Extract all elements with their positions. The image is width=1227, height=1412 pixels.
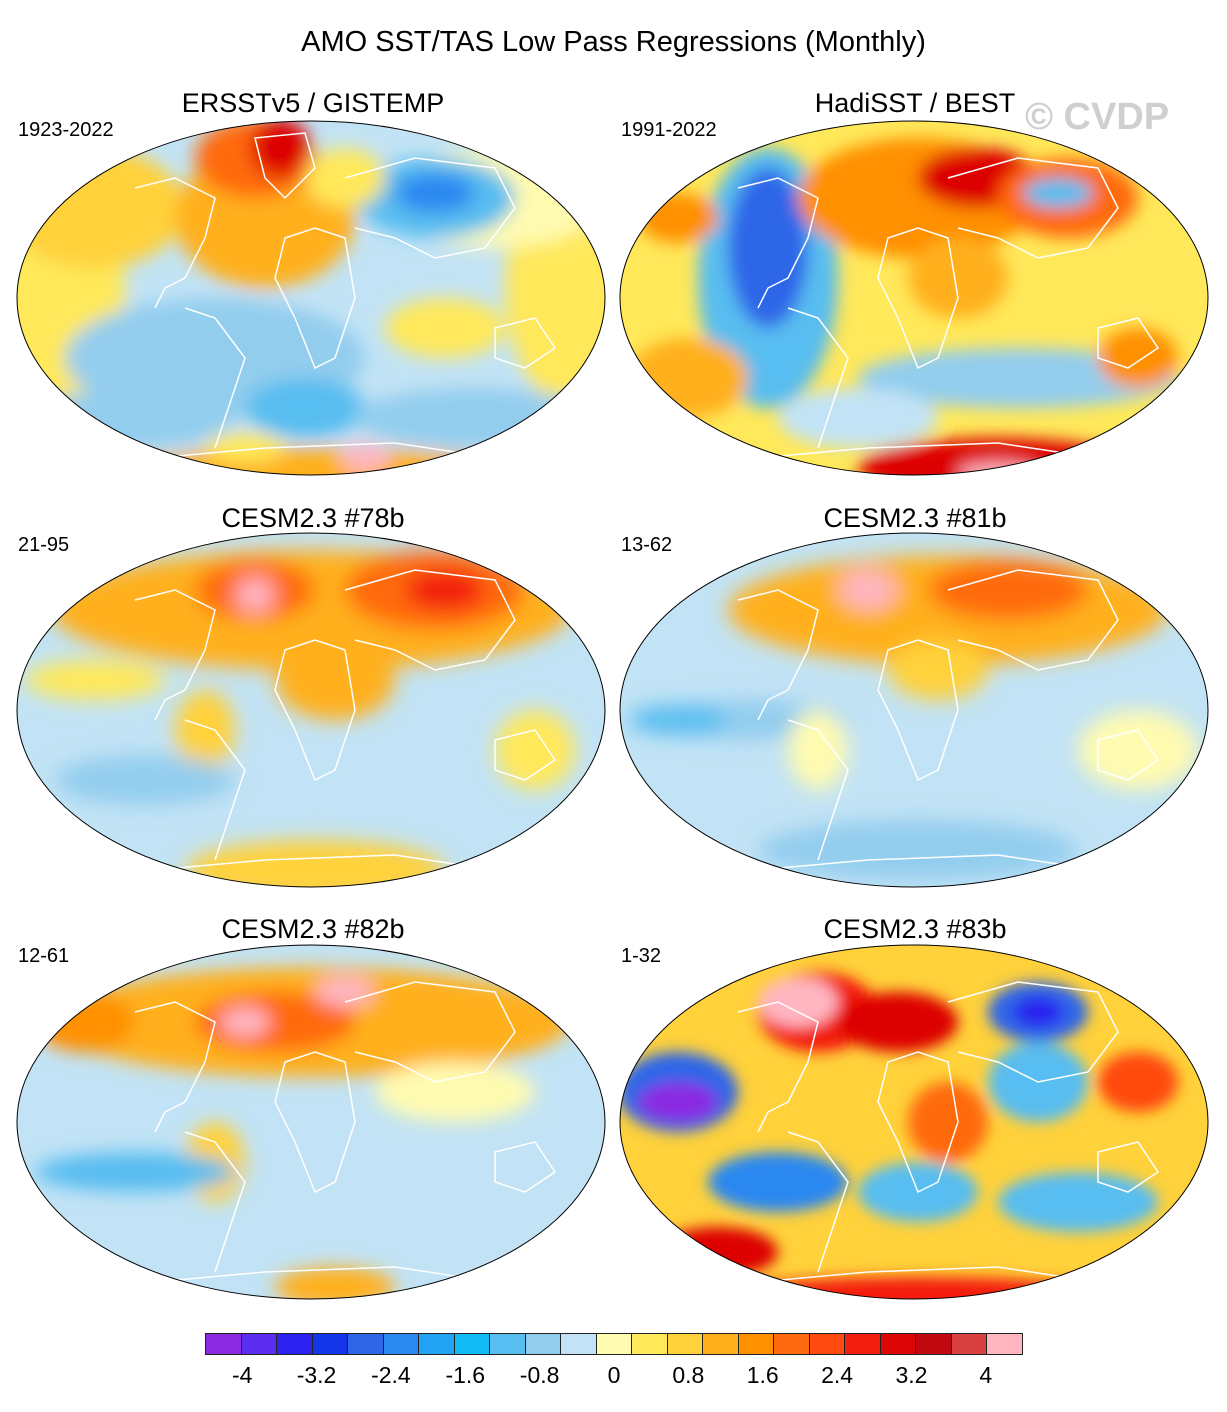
panel-period-4: 13-62 — [621, 534, 673, 556]
colorbar-swatch — [277, 1334, 313, 1354]
colorbar-swatch — [738, 1334, 775, 1354]
colorbar-tick-label: 0 — [607, 1362, 621, 1388]
colorbar-swatch — [916, 1334, 952, 1354]
panel-period-2: 1991-2022 — [621, 119, 717, 141]
panel-title-2: HadiSST / BEST — [814, 88, 1016, 118]
colorbar-swatch — [348, 1334, 384, 1354]
panel-period-5: 12-61 — [18, 945, 70, 967]
cvdp-watermark: © CVDP — [1025, 96, 1170, 138]
colorbar-swatch — [561, 1334, 597, 1354]
colorbar-tick-label: -2.4 — [371, 1362, 411, 1388]
colorbar-swatch — [845, 1334, 881, 1354]
colorbar-swatch — [987, 1334, 1022, 1354]
colorbar-swatch — [951, 1334, 988, 1354]
coastlines-3 — [134, 569, 557, 871]
colorbar-tick-label: 0.8 — [672, 1362, 705, 1388]
colorbar-swatch — [667, 1334, 704, 1354]
map-panel-4 — [619, 532, 1209, 888]
coastlines-1 — [134, 132, 557, 459]
panel-title-5: CESM2.3 #82b — [221, 914, 405, 944]
map-panel-1 — [16, 120, 606, 476]
map-border-4 — [619, 532, 1209, 888]
colorbar-swatch — [703, 1334, 739, 1354]
colorbar-swatch — [596, 1334, 633, 1354]
map-panel-2 — [619, 120, 1209, 476]
colorbar-swatch — [490, 1334, 526, 1354]
map-panel-6 — [619, 944, 1209, 1300]
panel-period-3: 21-95 — [18, 534, 70, 556]
coastlines-2 — [737, 157, 1160, 459]
colorbar — [205, 1333, 1023, 1355]
colorbar-tick-label: 4 — [979, 1362, 993, 1388]
map-border-6 — [619, 944, 1209, 1300]
panel-title-4: CESM2.3 #81b — [823, 503, 1007, 533]
colorbar-swatch — [809, 1334, 846, 1354]
colorbar-swatch — [241, 1334, 278, 1354]
figure-title: AMO SST/TAS Low Pass Regressions (Monthl… — [301, 26, 926, 58]
coastlines-6 — [737, 981, 1160, 1283]
panel-title-1: ERSSTv5 / GISTEMP — [181, 88, 445, 118]
colorbar-tick-label: -4 — [231, 1362, 253, 1388]
colorbar-swatch — [525, 1334, 562, 1354]
colorbar-swatch — [632, 1334, 668, 1354]
colorbar-swatch — [206, 1334, 242, 1354]
map-border-2 — [619, 120, 1209, 476]
colorbar-swatch — [312, 1334, 349, 1354]
colorbar-tick-label: 1.6 — [746, 1362, 779, 1388]
colorbar-swatch — [774, 1334, 810, 1354]
map-border-1 — [16, 120, 606, 476]
colorbar-tick-label: 2.4 — [821, 1362, 854, 1388]
panel-period-6: 1-32 — [621, 945, 662, 967]
colorbar-tick-label: -0.8 — [519, 1362, 560, 1388]
panel-period-1: 1923-2022 — [18, 119, 114, 141]
panel-title-3: CESM2.3 #78b — [221, 503, 405, 533]
map-panel-5 — [16, 944, 606, 1300]
colorbar-swatch — [419, 1334, 455, 1354]
map-border-5 — [16, 944, 606, 1300]
coastlines-5 — [134, 981, 557, 1283]
colorbar-swatch — [454, 1334, 491, 1354]
colorbar-swatch — [383, 1334, 420, 1354]
colorbar-tick-label: -3.2 — [296, 1362, 337, 1388]
colorbar-tick-label: 3.2 — [895, 1362, 928, 1388]
colorbar-tick-label: -1.6 — [445, 1362, 486, 1388]
panel-title-6: CESM2.3 #83b — [823, 914, 1007, 944]
map-border-3 — [16, 532, 606, 888]
coastlines-4 — [737, 569, 1160, 871]
colorbar-swatch — [880, 1334, 917, 1354]
map-panel-3 — [16, 532, 606, 888]
